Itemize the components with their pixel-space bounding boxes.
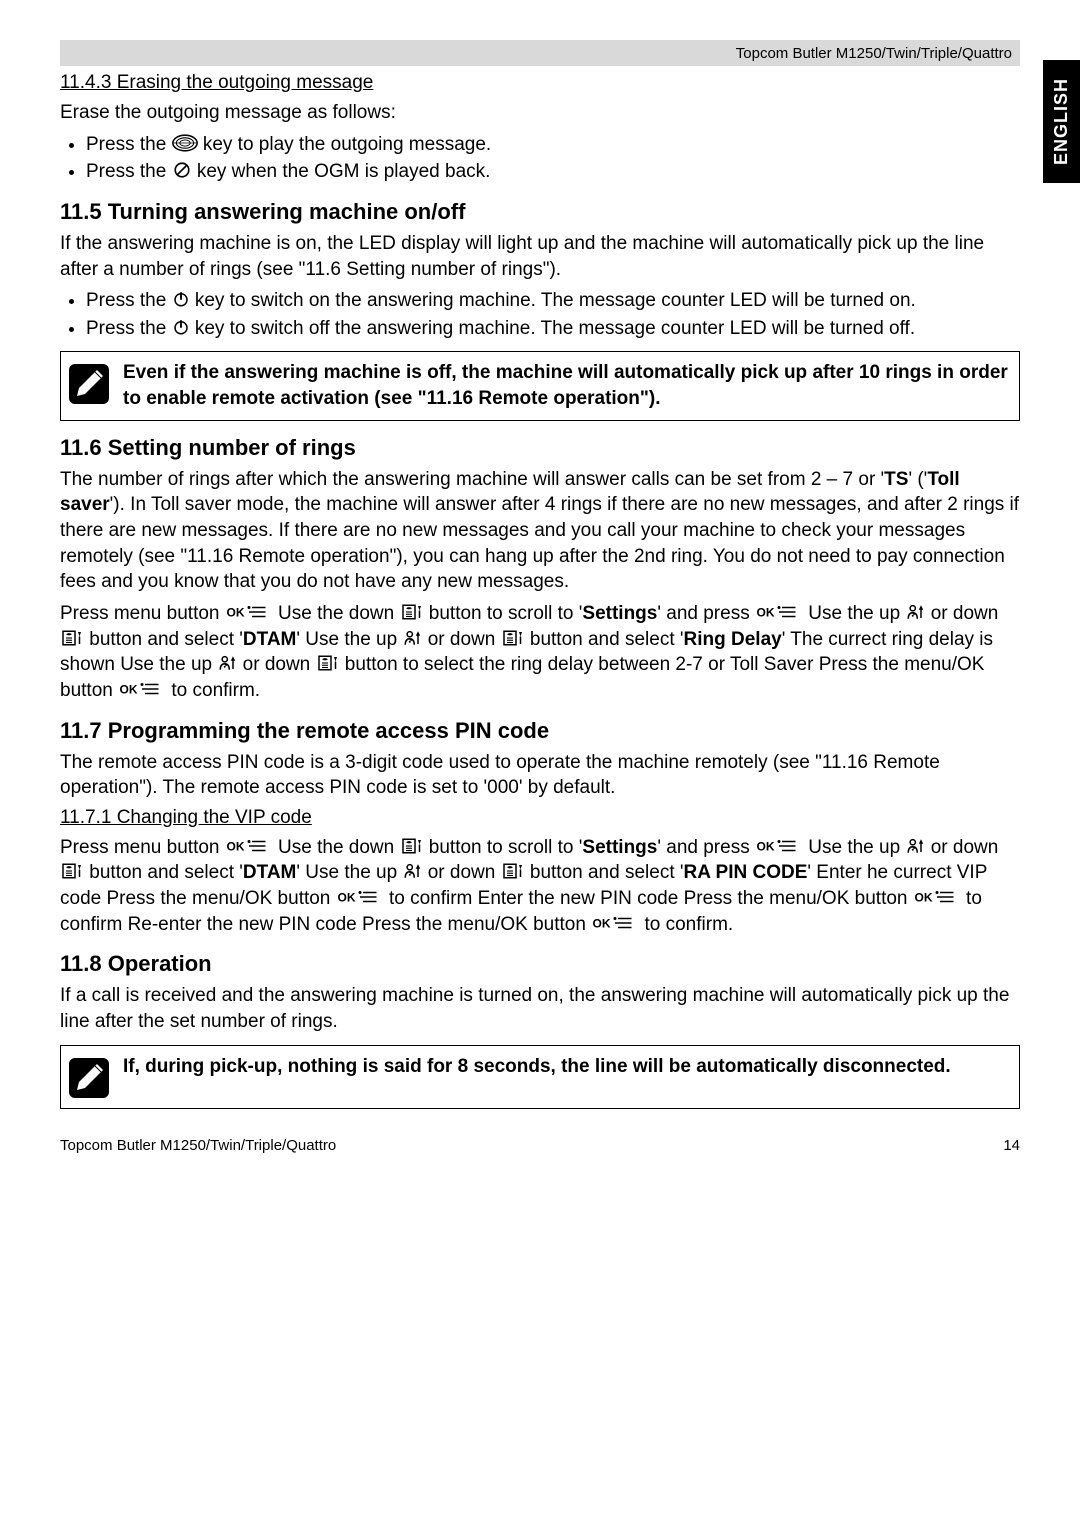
phonebook-down-icon <box>400 603 424 621</box>
text: button to scroll to ' <box>424 603 583 624</box>
phonebook-down-icon <box>60 862 84 880</box>
text-bold: RA PIN CODE <box>684 862 808 883</box>
list-item: Press the key to switch off the answerin… <box>86 316 1020 342</box>
text: Press the <box>86 161 172 182</box>
text: ' Use the up <box>296 629 402 650</box>
text: button and select ' <box>525 629 684 650</box>
heading-11-6: 11.6 Setting number of rings <box>60 435 1020 461</box>
heading-11-4-3: 11.4.3 Erasing the outgoing message <box>60 72 1020 94</box>
ok-menu-icon <box>755 837 803 855</box>
text-bold: Settings <box>582 837 657 858</box>
text-bold: TS <box>884 469 908 490</box>
ok-menu-icon <box>913 888 961 906</box>
para-11-5: If the answering machine is on, the LED … <box>60 231 1020 282</box>
list-item: Press the key when the OGM is played bac… <box>86 159 1020 185</box>
text: ' and press <box>657 837 755 858</box>
play-oval-icon <box>172 134 198 152</box>
text: Press menu button <box>60 603 225 624</box>
text-bold: DTAM <box>243 862 296 883</box>
text: Use the down <box>273 837 400 858</box>
text: ' Use the up <box>296 862 402 883</box>
text: key to switch off the answering machine.… <box>195 318 915 339</box>
flow-11-6: Press menu button Use the down button to… <box>60 601 1020 704</box>
header-bar: Topcom Butler M1250/Twin/Triple/Quattro <box>60 40 1020 66</box>
text: key to switch on the answering machine. … <box>195 290 916 311</box>
ok-menu-icon <box>118 680 166 698</box>
phonebook-down-icon <box>316 654 340 672</box>
footer-left: Topcom Butler M1250/Twin/Triple/Quattro <box>60 1137 336 1154</box>
pencil-note-icon <box>67 1056 111 1100</box>
text: button and select ' <box>84 629 243 650</box>
intro-11-4-3: Erase the outgoing message as follows: <box>60 100 1020 126</box>
list-11-5: Press the key to switch on the answering… <box>60 288 1020 341</box>
ok-menu-icon <box>591 914 639 932</box>
text: button and select ' <box>525 862 684 883</box>
heading-11-5: 11.5 Turning answering machine on/off <box>60 199 1020 225</box>
text: Press the <box>86 290 172 311</box>
cancel-circle-icon <box>172 161 192 179</box>
header-product: Topcom Butler M1250/Twin/Triple/Quattro <box>736 45 1012 62</box>
phonebook-up-icon <box>905 603 925 621</box>
note-box-11-8: If, during pick-up, nothing is said for … <box>60 1045 1020 1109</box>
ok-menu-icon <box>225 603 273 621</box>
text-bold: Ring Delay <box>684 629 782 650</box>
power-icon <box>172 290 190 308</box>
text: to confirm. <box>166 680 260 701</box>
ok-menu-icon <box>225 837 273 855</box>
para-11-6: The number of rings after which the answ… <box>60 467 1020 595</box>
language-tab: ENGLISH <box>1043 60 1080 183</box>
flow-11-7: Press menu button Use the down button to… <box>60 835 1020 938</box>
ok-menu-icon <box>755 603 803 621</box>
footer-page-number: 14 <box>1003 1137 1020 1154</box>
text: button and select ' <box>84 862 243 883</box>
note-text: If, during pick-up, nothing is said for … <box>123 1054 951 1080</box>
phonebook-down-icon <box>400 837 424 855</box>
text: '). In Toll saver mode, the machine will… <box>60 494 1019 592</box>
heading-11-7-1: 11.7.1 Changing the VIP code <box>60 807 1020 829</box>
text: key when the OGM is played back. <box>197 161 491 182</box>
heading-11-7: 11.7 Programming the remote access PIN c… <box>60 718 1020 744</box>
pencil-note-icon <box>67 362 111 406</box>
list-11-4-3: Press the key to play the outgoing messa… <box>60 132 1020 185</box>
text: or down <box>925 837 998 858</box>
text: key to play the outgoing message. <box>203 134 491 155</box>
text: Use the down <box>273 603 400 624</box>
text: ' and press <box>657 603 755 624</box>
text: Press menu button <box>60 837 225 858</box>
text: The number of rings after which the answ… <box>60 469 884 490</box>
note-box-11-5: Even if the answering machine is off, th… <box>60 351 1020 420</box>
phonebook-up-icon <box>905 837 925 855</box>
text: to confirm Enter the new PIN code Press … <box>384 888 913 909</box>
language-tab-label: ENGLISH <box>1051 78 1071 165</box>
text: button to scroll to ' <box>424 837 583 858</box>
text: Press the <box>86 318 172 339</box>
para-11-8: If a call is received and the answering … <box>60 983 1020 1034</box>
note-text: Even if the answering machine is off, th… <box>123 360 1009 411</box>
phonebook-up-icon <box>217 654 237 672</box>
text: or down <box>422 862 500 883</box>
page-footer: Topcom Butler M1250/Twin/Triple/Quattro … <box>60 1137 1020 1154</box>
heading-11-8: 11.8 Operation <box>60 951 1020 977</box>
phonebook-down-icon <box>501 629 525 647</box>
phonebook-down-icon <box>60 629 84 647</box>
para-11-7: The remote access PIN code is a 3-digit … <box>60 750 1020 801</box>
text: or down <box>925 603 998 624</box>
text: to confirm. <box>639 914 733 935</box>
phonebook-up-icon <box>402 629 422 647</box>
phonebook-down-icon <box>501 862 525 880</box>
phonebook-up-icon <box>402 862 422 880</box>
text: Press the <box>86 134 172 155</box>
text: or down <box>422 629 500 650</box>
text-bold: DTAM <box>243 629 296 650</box>
text: ' (' <box>908 469 927 490</box>
text: Use the up <box>803 603 905 624</box>
text: Use the up <box>803 837 905 858</box>
list-item: Press the key to switch on the answering… <box>86 288 1020 314</box>
power-icon <box>172 318 190 336</box>
list-item: Press the key to play the outgoing messa… <box>86 132 1020 158</box>
text: or down <box>237 654 315 675</box>
text-bold: Settings <box>582 603 657 624</box>
ok-menu-icon <box>336 888 384 906</box>
